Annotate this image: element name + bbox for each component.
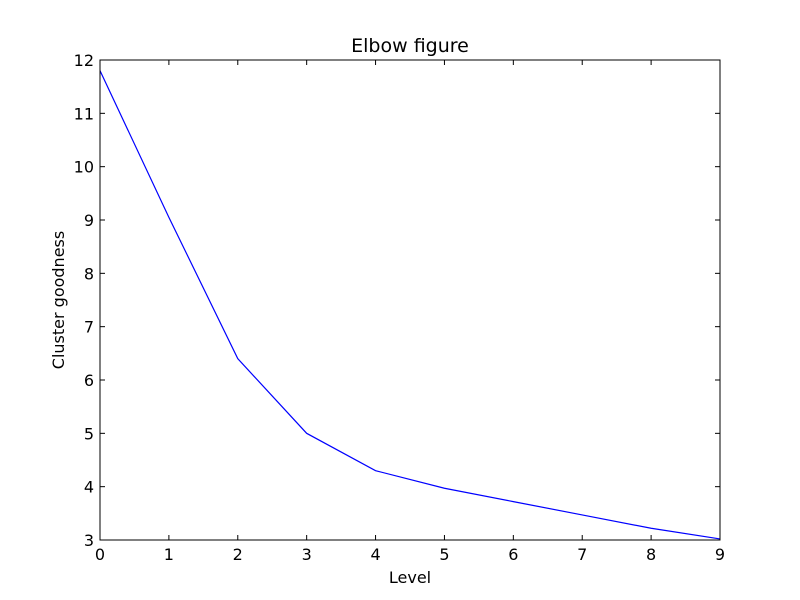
x-tick-label: 6 xyxy=(508,545,518,564)
y-tick-label: 11 xyxy=(74,104,94,123)
y-tick-label: 7 xyxy=(84,318,94,337)
y-tick-label: 5 xyxy=(84,424,94,443)
x-tick-label: 9 xyxy=(715,545,725,564)
y-tick-label: 10 xyxy=(74,158,94,177)
chart-title: Elbow figure xyxy=(351,35,469,57)
y-tick-label: 6 xyxy=(84,371,94,390)
y-tick-label: 8 xyxy=(84,264,94,283)
series-line-0 xyxy=(99,70,721,540)
x-axis-label: Level xyxy=(389,568,431,587)
y-tick-label: 9 xyxy=(84,211,94,230)
y-tick-label: 4 xyxy=(84,478,94,497)
y-axis-label: Cluster goodness xyxy=(49,231,68,369)
x-tick-label: 1 xyxy=(164,545,174,564)
x-tick-label: 7 xyxy=(577,545,587,564)
x-tick-label: 3 xyxy=(302,545,312,564)
x-tick-label: 8 xyxy=(646,545,656,564)
x-tick-label: 4 xyxy=(370,545,380,564)
y-tick-label: 12 xyxy=(74,51,94,70)
series-layer xyxy=(99,70,721,540)
x-tick-label: 2 xyxy=(233,545,243,564)
x-tick-label: 5 xyxy=(439,545,449,564)
plot-frame xyxy=(99,59,721,541)
y-tick-label: 3 xyxy=(84,531,94,550)
x-tick-label: 0 xyxy=(95,545,105,564)
